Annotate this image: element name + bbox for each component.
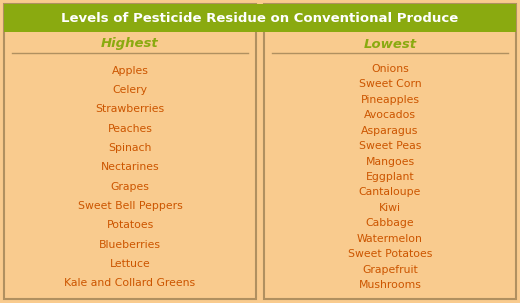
Text: Avocados: Avocados (364, 110, 416, 120)
Bar (4, 4, 516, 32)
Text: Onions: Onions (371, 64, 409, 74)
Text: Mangoes: Mangoes (366, 157, 414, 167)
Text: Levels of Pesticide Residue on Conventional Produce: Levels of Pesticide Residue on Conventio… (61, 12, 459, 25)
Text: Kiwi: Kiwi (379, 203, 401, 213)
Text: Kale and Collard Greens: Kale and Collard Greens (64, 278, 196, 288)
Text: Asparagus: Asparagus (361, 126, 419, 136)
Text: Potatoes: Potatoes (107, 220, 153, 230)
Text: Eggplant: Eggplant (366, 172, 414, 182)
Bar (4, 4, 256, 299)
Text: Cantaloupe: Cantaloupe (359, 188, 421, 198)
Text: Sweet Potatoes: Sweet Potatoes (348, 249, 432, 259)
Text: Grapefruit: Grapefruit (362, 265, 418, 275)
Bar (264, 4, 516, 299)
Text: Apples: Apples (112, 66, 148, 76)
Text: Nectarines: Nectarines (101, 162, 159, 172)
Text: Sweet Corn: Sweet Corn (359, 79, 421, 89)
Text: Spinach: Spinach (108, 143, 152, 153)
Text: Blueberries: Blueberries (99, 240, 161, 250)
Text: Sweet Bell Peppers: Sweet Bell Peppers (77, 201, 183, 211)
Text: Strawberries: Strawberries (96, 104, 164, 114)
Text: Highest: Highest (101, 38, 159, 51)
Text: Mushrooms: Mushrooms (359, 280, 421, 290)
Text: Lowest: Lowest (363, 38, 417, 51)
Text: Sweet Peas: Sweet Peas (359, 141, 421, 151)
Text: Watermelon: Watermelon (357, 234, 423, 244)
Text: Celery: Celery (112, 85, 148, 95)
Text: Cabbage: Cabbage (366, 218, 414, 228)
Text: Pineapples: Pineapples (360, 95, 420, 105)
Text: Peaches: Peaches (108, 124, 152, 134)
Text: Lettuce: Lettuce (110, 259, 150, 269)
Text: Grapes: Grapes (111, 182, 149, 192)
